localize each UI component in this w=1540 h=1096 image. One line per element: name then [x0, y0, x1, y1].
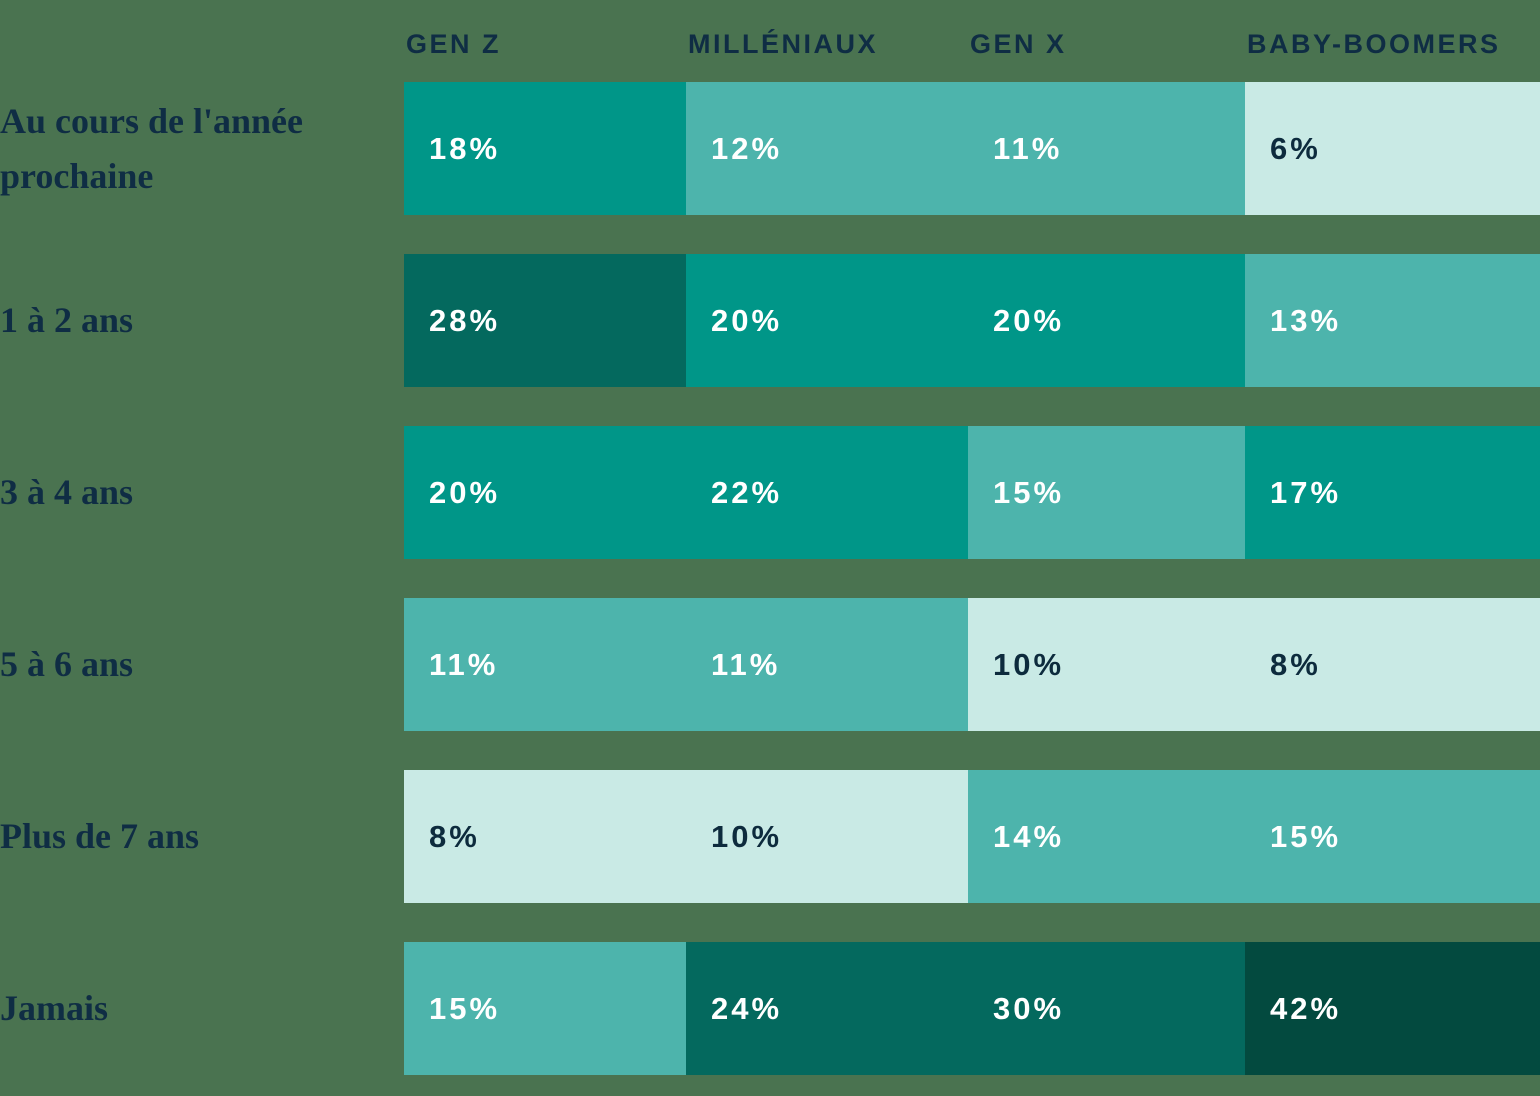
table-row: Au cours de l'année prochaine 18% 12% 11… — [0, 82, 1540, 215]
heatmap-cell: 11% — [686, 598, 968, 731]
heatmap-cell: 22% — [686, 426, 968, 559]
heatmap-cell: 11% — [404, 598, 686, 731]
heatmap-cell: 30% — [968, 942, 1245, 1075]
heatmap-cell: 20% — [686, 254, 968, 387]
table-row: 1 à 2 ans 28% 20% 20% 13% — [0, 254, 1540, 387]
heatmap-cell: 15% — [968, 426, 1245, 559]
heatmap-cell: 8% — [404, 770, 686, 903]
column-header-gen-x: GEN X — [970, 28, 1067, 59]
heatmap-cell: 6% — [1245, 82, 1540, 215]
heatmap-cell: 14% — [968, 770, 1245, 903]
heatmap-cell: 20% — [968, 254, 1245, 387]
heatmap-cell: 11% — [968, 82, 1245, 215]
heatmap-cell: 24% — [686, 942, 968, 1075]
column-header-milleniaux: MILLÉNIAUX — [688, 28, 878, 59]
heatmap-cell: 15% — [1245, 770, 1540, 903]
heatmap-cell: 17% — [1245, 426, 1540, 559]
heatmap-cell: 8% — [1245, 598, 1540, 731]
column-header-row: GEN Z MILLÉNIAUX GEN X BABY-BOOMERS — [0, 0, 1540, 82]
heatmap-cell: 15% — [404, 942, 686, 1075]
column-header-gen-z: GEN Z — [406, 28, 502, 59]
table-row: Jamais 15% 24% 30% 42% — [0, 942, 1540, 1075]
heatmap-cell: 42% — [1245, 942, 1540, 1075]
row-label: 5 à 6 ans — [0, 644, 134, 684]
heatmap-cell: 10% — [968, 598, 1245, 731]
table-row: 3 à 4 ans 20% 22% 15% 17% — [0, 426, 1540, 559]
column-header-baby-boomers: BABY-BOOMERS — [1247, 28, 1501, 59]
heatmap-cell: 18% — [404, 82, 686, 215]
table-row: Plus de 7 ans 8% 10% 14% 15% — [0, 770, 1540, 903]
row-label: 1 à 2 ans — [0, 300, 134, 340]
heatmap-cell: 12% — [686, 82, 968, 215]
row-label: 3 à 4 ans — [0, 472, 134, 512]
row-label: Jamais — [0, 988, 108, 1028]
heatmap-cell: 28% — [404, 254, 686, 387]
row-label: Au cours de l'année prochaine — [0, 100, 304, 196]
row-label: Plus de 7 ans — [0, 816, 200, 856]
table-row: 5 à 6 ans 11% 11% 10% 8% — [0, 598, 1540, 731]
heatmap-cell: 20% — [404, 426, 686, 559]
heatmap-cell: 10% — [686, 770, 968, 903]
heatmap-cell: 13% — [1245, 254, 1540, 387]
